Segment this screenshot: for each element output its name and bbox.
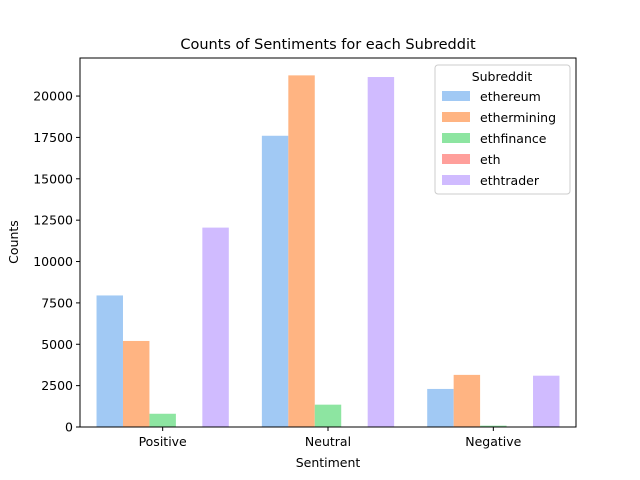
bar-ethereum-neutral (261, 135, 289, 427)
chart-title: Counts of Sentiments for each Subreddit (180, 37, 476, 53)
y-tick-label: 17500 (33, 130, 73, 145)
y-tick-label: 0 (65, 420, 73, 435)
y-axis-label: Counts (6, 220, 21, 264)
legend-swatch-ethereum (442, 91, 470, 101)
y-tick-label: 7500 (41, 295, 73, 310)
bar-ethermining-positive (122, 340, 150, 427)
legend-swatch-ethtrader (442, 175, 470, 185)
y-tick-label: 15000 (33, 171, 73, 186)
legend-swatch-ethermining (442, 112, 470, 122)
legend-swatch-eth (442, 154, 470, 164)
bar-ethermining-negative (453, 374, 481, 427)
x-tick-label: Negative (465, 434, 521, 449)
legend-label-eth: eth (480, 152, 501, 167)
legend-title: Subreddit (472, 69, 533, 84)
x-tick-label: Neutral (305, 434, 351, 449)
bar-ethermining-neutral (288, 75, 315, 428)
y-tick-label: 5000 (41, 337, 73, 352)
legend-swatch-ethfinance (442, 133, 470, 143)
plot-frame (79, 57, 577, 428)
legend-items: ethereum ethermining ethfinance eth ethtrade… (442, 89, 556, 188)
legend: Subreddit ethereumetherminingethfinancee… (434, 64, 571, 195)
bars-group (96, 75, 560, 428)
legend-label-ethfinance: ethfinance (480, 131, 547, 146)
bar-ethereum-positive (96, 295, 123, 427)
legend-label-ethermining: ethermining (480, 110, 556, 125)
bar-ethtrader-negative (533, 375, 560, 427)
x-axis-label: Sentiment (296, 455, 361, 470)
y-tick-label: 20000 (33, 89, 73, 104)
legend-label-ethereum: ethereum (480, 89, 541, 104)
y-axis: 0 2500 5000 7500 10000 12500 15000 17500 20000 (33, 89, 80, 435)
bar-ethfinance-neutral (314, 404, 342, 427)
y-tick-label: 2500 (41, 378, 73, 393)
y-tick-label: 12500 (33, 213, 73, 228)
x-axis: Positive Neutral Negative (139, 427, 522, 449)
x-tick-label: Positive (139, 434, 187, 449)
bar-ethtrader-positive (202, 227, 229, 427)
y-tick-label: 10000 (33, 254, 73, 269)
legend-label-ethtrader: ethtrader (480, 173, 540, 188)
bar-ethfinance-positive (149, 413, 176, 427)
bar-ethtrader-neutral (367, 77, 395, 427)
bar-ethereum-negative (427, 388, 454, 427)
bar-ethfinance-negative (480, 425, 507, 427)
